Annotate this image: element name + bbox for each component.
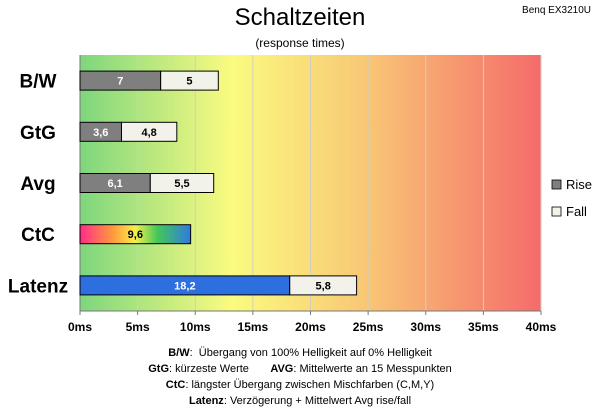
note-text: kürzeste Werte [175,363,249,375]
legend-label-fall: Fall [566,204,587,219]
bar-rise [79,224,192,245]
plot-area: 0ms 5ms 10ms 15ms 20ms 25ms 30ms 35ms 40ms B/W 7 5 G… [8,55,592,334]
note-key: Latenz [188,395,224,407]
category-label: GtG [20,123,56,144]
bar-fall [160,70,219,91]
x-tick-label: 15ms [238,320,269,334]
note-bw: B/W: Übergang von 100% Helligkeit auf 0%… [168,347,432,359]
data-label-fall: 4,8 [142,127,157,139]
x-tick-label: 25ms [353,320,384,334]
x-tick-label: 40ms [526,320,557,334]
x-tick-label: 35ms [468,320,499,334]
x-tick-label: 0ms [68,320,92,334]
note-key: B/W [168,347,190,359]
data-label-rise: 3,6 [93,127,108,139]
legend-swatch-rise [551,179,562,190]
note-key: AVG [270,363,294,375]
bar-fall [149,173,215,193]
notes: B/W: Übergang von 100% Helligkeit auf 0%… [0,345,600,409]
note-key: GtG [148,363,170,375]
note-ctc: CtC: längster Übergang zwischen Mischfar… [165,379,435,391]
data-label-fall: 5 [186,76,192,88]
chart-subtitle: (response times) [255,36,345,50]
data-label-rise: 18,2 [174,280,195,292]
monitor-model: Benq EX3210U [522,5,591,16]
data-label-rise: 7 [117,76,123,88]
chart-title: Schaltzeiten [234,4,366,31]
note-text: längster Übergang zwischen Mischfarben (… [191,379,435,391]
data-label-fall: 5,5 [174,178,189,190]
category-label: B/W [20,72,57,93]
data-label-fall: 5,8 [316,280,331,292]
category-label: CtC [21,225,55,246]
category-label: Avg [20,174,55,195]
note-latenz: Latenz: Verzögerung + Mittelwert Avg ris… [188,395,412,407]
legend-swatch-fall [551,206,562,217]
note-gtg: GtG: kürzeste Werte AVG: Mittelwerte an … [148,363,452,375]
x-tick-label: 20ms [295,320,326,334]
category-label: Latenz [8,276,68,297]
bar-fall [120,121,178,142]
legend-label-rise: Rise [566,177,592,192]
note-text: Verzögerung + Mittelwert Avg rise/fall [229,395,412,407]
bar-fall [289,275,358,296]
data-label-rise: 9,6 [128,229,143,241]
note-text: Übergang von 100% Helligkeit auf 0% Hell… [198,347,432,359]
data-label-rise: 6,1 [108,178,123,190]
note-key: CtC [165,379,186,391]
x-tick-label: 10ms [180,320,211,334]
x-tick-label: 5ms [126,320,150,334]
x-tick-label: 30ms [410,320,441,334]
note-text: Mittelwerte an 15 Messpunkten [299,363,452,375]
